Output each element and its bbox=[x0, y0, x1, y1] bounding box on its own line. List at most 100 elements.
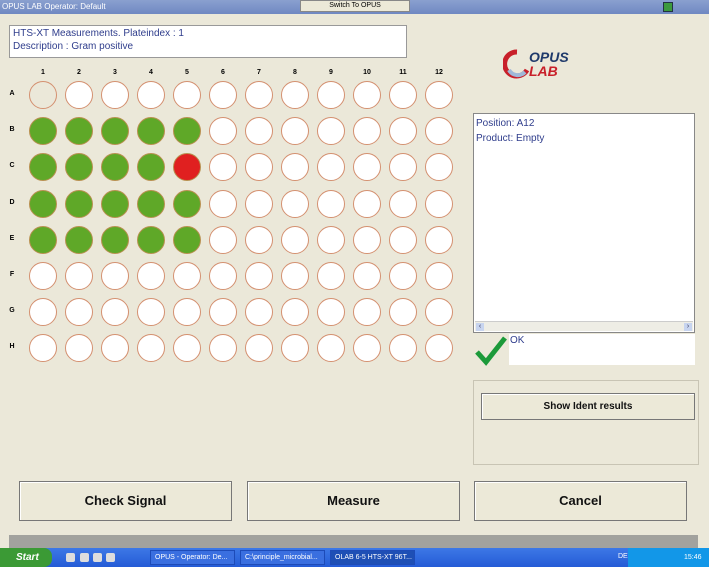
well-B4[interactable] bbox=[137, 117, 165, 146]
well-E6[interactable] bbox=[209, 225, 237, 254]
well-C8[interactable] bbox=[281, 153, 309, 182]
well-H4[interactable] bbox=[137, 334, 165, 363]
well-D9[interactable] bbox=[317, 189, 345, 218]
well-E10[interactable] bbox=[353, 225, 381, 254]
switch-to-opus-button[interactable]: Switch To OPUS bbox=[300, 0, 410, 12]
well-H9[interactable] bbox=[317, 334, 345, 363]
task-olab[interactable]: OLAB 6-5 HTS-XT 96T... bbox=[330, 550, 415, 565]
well-G12[interactable] bbox=[425, 298, 453, 327]
well-E1[interactable] bbox=[29, 225, 57, 254]
well-H6[interactable] bbox=[209, 334, 237, 363]
well-H2[interactable] bbox=[65, 334, 93, 363]
well-F12[interactable] bbox=[425, 262, 453, 290]
well-A1[interactable] bbox=[29, 81, 57, 109]
well-E5[interactable] bbox=[173, 225, 201, 254]
well-B3[interactable] bbox=[101, 117, 129, 146]
well-A8[interactable] bbox=[281, 81, 309, 109]
well-F10[interactable] bbox=[353, 262, 381, 290]
well-D2[interactable] bbox=[65, 189, 93, 218]
well-G6[interactable] bbox=[209, 298, 237, 327]
well-E9[interactable] bbox=[317, 225, 345, 254]
well-H3[interactable] bbox=[101, 334, 129, 363]
well-C12[interactable] bbox=[425, 153, 453, 182]
well-C11[interactable] bbox=[389, 153, 417, 182]
well-D12[interactable] bbox=[425, 189, 453, 218]
measure-button[interactable]: Measure bbox=[247, 481, 460, 521]
well-D5[interactable] bbox=[173, 189, 201, 218]
scroll-left-icon[interactable]: ‹ bbox=[476, 323, 484, 331]
well-A5[interactable] bbox=[173, 81, 201, 109]
well-F3[interactable] bbox=[101, 262, 129, 290]
well-F7[interactable] bbox=[245, 262, 273, 290]
well-C7[interactable] bbox=[245, 153, 273, 182]
well-E7[interactable] bbox=[245, 225, 273, 254]
well-G4[interactable] bbox=[137, 298, 165, 327]
well-G7[interactable] bbox=[245, 298, 273, 327]
well-A9[interactable] bbox=[317, 81, 345, 109]
well-G10[interactable] bbox=[353, 298, 381, 327]
well-C10[interactable] bbox=[353, 153, 381, 182]
well-G9[interactable] bbox=[317, 298, 345, 327]
well-E11[interactable] bbox=[389, 225, 417, 254]
well-E2[interactable] bbox=[65, 225, 93, 254]
well-G1[interactable] bbox=[29, 298, 57, 327]
well-G8[interactable] bbox=[281, 298, 309, 327]
well-F8[interactable] bbox=[281, 262, 309, 290]
well-D11[interactable] bbox=[389, 189, 417, 218]
well-C5[interactable] bbox=[173, 153, 201, 182]
well-A11[interactable] bbox=[389, 81, 417, 109]
app-icon[interactable] bbox=[106, 553, 115, 562]
well-F11[interactable] bbox=[389, 262, 417, 290]
well-H10[interactable] bbox=[353, 334, 381, 363]
check-signal-button[interactable]: Check Signal bbox=[19, 481, 232, 521]
show-ident-results-button[interactable]: Show Ident results bbox=[481, 393, 695, 420]
well-H8[interactable] bbox=[281, 334, 309, 363]
well-F6[interactable] bbox=[209, 262, 237, 290]
well-F1[interactable] bbox=[29, 262, 57, 290]
well-B5[interactable] bbox=[173, 117, 201, 146]
well-G11[interactable] bbox=[389, 298, 417, 327]
well-F4[interactable] bbox=[137, 262, 165, 290]
well-G2[interactable] bbox=[65, 298, 93, 327]
well-B7[interactable] bbox=[245, 117, 273, 146]
well-D6[interactable] bbox=[209, 189, 237, 218]
well-A10[interactable] bbox=[353, 81, 381, 109]
well-D1[interactable] bbox=[29, 189, 57, 218]
scroll-right-icon[interactable]: › bbox=[684, 323, 692, 331]
well-H1[interactable] bbox=[29, 334, 57, 363]
folder-icon[interactable] bbox=[93, 553, 102, 562]
well-H12[interactable] bbox=[425, 334, 453, 363]
well-B8[interactable] bbox=[281, 117, 309, 146]
well-E4[interactable] bbox=[137, 225, 165, 254]
well-A4[interactable] bbox=[137, 81, 165, 109]
well-H7[interactable] bbox=[245, 334, 273, 363]
well-B1[interactable] bbox=[29, 117, 57, 146]
printer-icon[interactable] bbox=[663, 2, 673, 12]
well-H11[interactable] bbox=[389, 334, 417, 363]
well-D4[interactable] bbox=[137, 189, 165, 218]
cancel-button[interactable]: Cancel bbox=[474, 481, 687, 521]
horizontal-scrollbar[interactable]: ‹ › bbox=[475, 321, 693, 331]
task-explorer[interactable]: C:\principle_microbial... bbox=[240, 550, 325, 565]
well-C3[interactable] bbox=[101, 153, 129, 182]
well-D8[interactable] bbox=[281, 189, 309, 218]
well-H5[interactable] bbox=[173, 334, 201, 363]
browser-icon[interactable] bbox=[80, 553, 89, 562]
well-F9[interactable] bbox=[317, 262, 345, 290]
well-G5[interactable] bbox=[173, 298, 201, 327]
well-E8[interactable] bbox=[281, 225, 309, 254]
well-B10[interactable] bbox=[353, 117, 381, 146]
well-A3[interactable] bbox=[101, 81, 129, 109]
well-E3[interactable] bbox=[101, 225, 129, 254]
well-D7[interactable] bbox=[245, 189, 273, 218]
well-B2[interactable] bbox=[65, 117, 93, 146]
well-B9[interactable] bbox=[317, 117, 345, 146]
well-C4[interactable] bbox=[137, 153, 165, 182]
well-B11[interactable] bbox=[389, 117, 417, 146]
well-C6[interactable] bbox=[209, 153, 237, 182]
well-D10[interactable] bbox=[353, 189, 381, 218]
well-D3[interactable] bbox=[101, 189, 129, 218]
well-C1[interactable] bbox=[29, 153, 57, 182]
language-indicator[interactable]: DE bbox=[618, 553, 628, 560]
well-A12[interactable] bbox=[425, 81, 453, 109]
